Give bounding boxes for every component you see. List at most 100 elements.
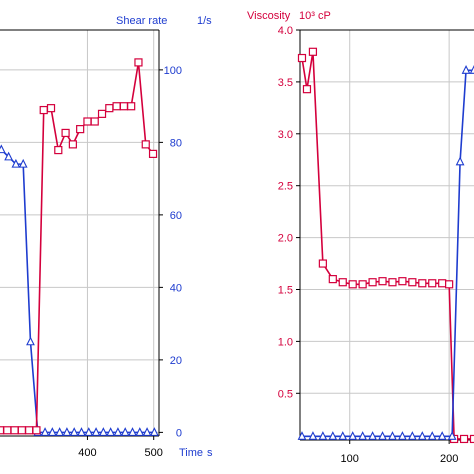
right-y-tick-label: 1.5	[278, 284, 293, 296]
left-shear-rate-point	[91, 427, 101, 436]
left-x-axis-unit: s	[207, 447, 213, 459]
right-viscosity-point	[338, 278, 347, 287]
left-viscosity-point	[0, 426, 5, 435]
right-y-tick-label: 3.5	[278, 77, 293, 89]
left-viscosity-point	[134, 58, 143, 67]
left-shear-rate-point	[120, 427, 130, 436]
left-viscosity-point	[10, 426, 19, 435]
left-viscosity-point	[148, 149, 158, 158]
right-shear-rate-point	[297, 431, 307, 440]
left-shear-rate-point	[84, 427, 94, 436]
right-viscosity-point	[438, 279, 447, 288]
left-shear-rate-point	[113, 427, 123, 436]
left-shear-rate-point	[47, 427, 57, 436]
left-y2-axis-title: Shear rate	[116, 15, 167, 27]
right-viscosity-point	[358, 280, 367, 289]
right-shear-rate-point	[318, 431, 328, 440]
left-viscosity-point	[141, 140, 150, 149]
left-y2-tick-label: 40	[170, 282, 182, 294]
left-shear-rate-point	[26, 336, 35, 346]
right-panel: 0.5 1.0 1.5 2.0 2.5 3.0 3.5 4.0 100 200	[278, 25, 474, 465]
right-shear-rate-point	[308, 431, 318, 440]
left-shear-rate-point	[18, 158, 28, 168]
left-viscosity-point	[105, 104, 114, 113]
left-y2-tick-label: 100	[164, 65, 182, 77]
right-shear-rate-point	[455, 156, 465, 166]
right-viscosity-point	[459, 434, 469, 444]
right-y-axis-unit: 10³ cP	[299, 10, 331, 22]
right-shear-rate-point	[388, 431, 397, 440]
right-shear-rate-point	[358, 431, 368, 440]
left-viscosity-point	[3, 426, 12, 435]
left-viscosity-point	[83, 117, 92, 126]
left-x-tick-label: 500	[145, 447, 163, 459]
left-shear-rate-point	[69, 427, 79, 436]
left-viscosity-point	[61, 128, 70, 138]
right-shear-rate-point	[398, 431, 407, 440]
left-shear-rate-point	[128, 427, 137, 436]
right-shear-rate-point	[417, 431, 427, 440]
right-y-tick-label: 0.5	[278, 388, 293, 400]
right-viscosity-line	[301, 51, 474, 440]
left-y2-tick-label: 0	[176, 427, 182, 439]
left-viscosity-point	[127, 102, 136, 111]
right-y-axis-title: Viscosity	[247, 10, 291, 22]
right-y-tick-label: 3.0	[278, 129, 293, 141]
left-viscosity-point	[90, 117, 99, 126]
left-viscosity-point	[112, 102, 121, 111]
left-shear-rate-line	[0, 149, 155, 434]
left-viscosity-point	[46, 104, 56, 113]
left-x-tick-label: 400	[78, 447, 96, 459]
left-shear-rate-point	[11, 158, 21, 168]
left-shear-rate-point	[106, 427, 116, 436]
left-panel: 0 20 40 60 80 100 400 500	[0, 29, 182, 459]
right-viscosity-point	[302, 85, 312, 94]
left-viscosity-point	[39, 105, 48, 115]
right-viscosity-point	[348, 280, 357, 289]
right-y-tick-label: 1.0	[278, 336, 293, 348]
left-viscosity-point	[68, 140, 77, 149]
right-y-tick-label: 2.0	[278, 233, 293, 245]
left-viscosity-point	[119, 102, 128, 111]
left-shear-rate-point	[62, 427, 72, 436]
right-viscosity-point	[408, 278, 417, 287]
right-viscosity-point	[388, 278, 397, 287]
left-viscosity-point	[17, 426, 26, 435]
right-viscosity-point	[469, 434, 474, 444]
left-viscosity-point	[97, 109, 107, 118]
right-y-tick-label: 4.0	[278, 25, 293, 37]
right-shear-rate-point	[378, 431, 387, 440]
left-viscosity-point	[32, 426, 41, 435]
right-viscosity-point	[297, 53, 307, 63]
right-viscosity-point	[398, 277, 407, 286]
left-shear-rate-point	[149, 427, 159, 436]
left-viscosity-point	[54, 145, 63, 155]
left-viscosity-point	[76, 125, 85, 134]
right-shear-rate-point	[328, 431, 338, 440]
right-viscosity-point	[368, 278, 377, 287]
left-y2-tick-label: 20	[170, 355, 182, 367]
right-viscosity-point	[418, 279, 427, 288]
right-shear-rate-point	[447, 431, 457, 440]
left-shear-rate-point	[77, 427, 86, 436]
right-shear-rate-point	[469, 65, 474, 74]
left-viscosity-point	[25, 426, 34, 435]
right-viscosity-point	[445, 280, 454, 289]
right-viscosity-point	[308, 47, 318, 56]
right-shear-rate-point	[338, 431, 348, 440]
left-y2-tick-label: 80	[170, 137, 182, 149]
right-shear-rate-point	[437, 431, 447, 440]
right-shear-rate-point	[461, 65, 471, 74]
right-viscosity-point	[328, 275, 337, 284]
left-shear-rate-point	[135, 427, 145, 436]
right-x-tick-label: 200	[440, 453, 458, 465]
right-viscosity-point	[318, 259, 327, 268]
left-y2-axis-unit: 1/s	[197, 15, 212, 27]
right-shear-rate-point	[368, 431, 377, 440]
left-shear-rate-point	[4, 151, 14, 161]
left-y2-tick-label: 60	[170, 210, 182, 222]
right-shear-rate-line	[301, 69, 474, 438]
left-shear-rate-point	[40, 427, 50, 436]
left-x-axis-title: Time	[179, 447, 203, 459]
